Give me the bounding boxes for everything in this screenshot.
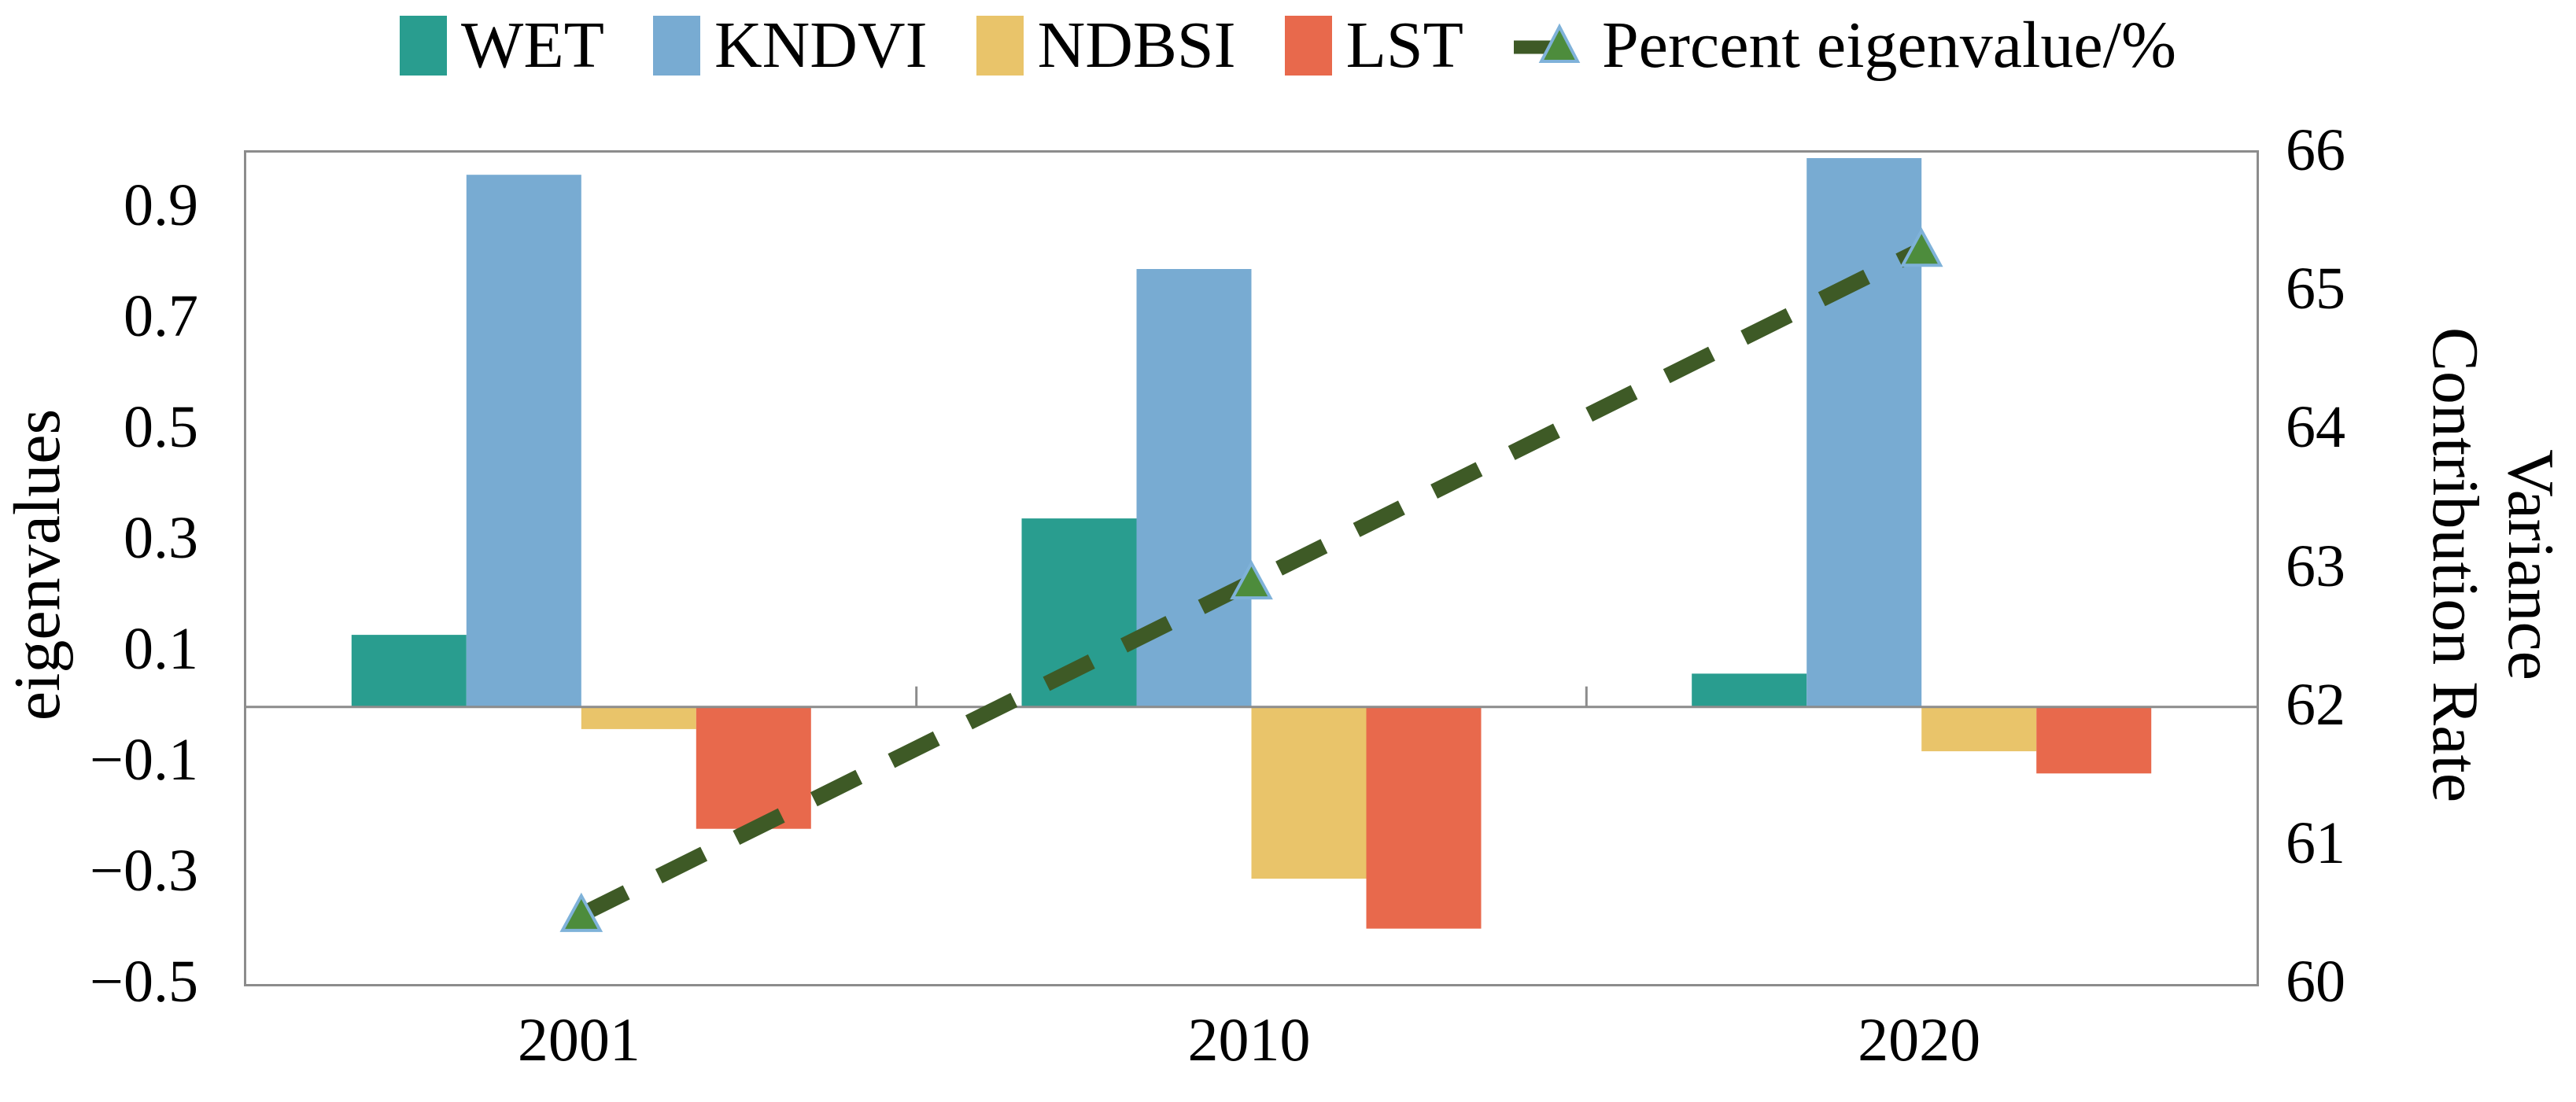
left-tick-label: −0.5 [90,949,198,1015]
bar-ndbsi-2010 [1251,706,1367,879]
bar-kndvi-2010 [1136,269,1252,707]
right-tick-label: 65 [2286,256,2345,322]
legend-label: NDBSI [1037,9,1236,82]
bar-kndvi-2020 [1807,158,1922,707]
legend-item-lst: LST [1284,9,1463,82]
bar-ndbsi-2001 [581,706,696,729]
left-tick-label: 0.3 [124,505,198,572]
left-tick-label: 0.7 [124,283,198,350]
bar-kndvi-2001 [466,175,581,707]
x-tick-label: 2020 [1858,1005,1981,1074]
legend-label: LST [1345,9,1463,82]
right-tick-label: 63 [2286,533,2345,599]
plot-canvas [246,158,2257,932]
legend-item-ndbsi: NDBSI [976,13,1236,79]
legend-label: KNDVI [714,9,928,82]
left-tick-label: 0.9 [124,172,198,239]
right-tick-label: 66 [2286,117,2345,183]
right-tick-label: 60 [2286,949,2345,1015]
left-tick-label: −0.3 [90,838,198,905]
legend-label: Percent eigenvalue/% [1601,9,2176,82]
legend-swatch-icon [652,16,700,76]
x-tick-label: 2001 [517,1005,640,1074]
left-tick-label: 0.5 [124,394,198,461]
left-tick-label: 0.1 [124,616,198,683]
bar-lst-2001 [696,706,811,829]
triangle-marker-2020 [1899,227,1943,267]
legend-label: WET [461,9,604,82]
percent-eigenvalue-line [578,242,1925,922]
dash-triangle-icon [1513,23,1581,63]
legend-item-percent-eigenvalue: Percent eigenvalue/% [1512,13,2176,79]
right-tick-label: 61 [2286,809,2345,876]
legend-item-wet: WET [400,13,604,79]
left-tick-label: −0.1 [90,727,198,794]
legend: WET KNDVI NDBSI LST Percent eigenvalue/% [0,5,2576,87]
bar-ndbsi-2020 [1921,706,2037,752]
legend-item-kndvi: KNDVI [652,9,928,82]
legend-swatch-icon [976,16,1024,76]
bar-lst-2010 [1366,706,1482,929]
plot-area [244,150,2259,986]
triangle-marker-2010 [1230,559,1273,600]
bar-lst-2020 [2036,706,2152,774]
x-tick-label: 2010 [1187,1005,1311,1074]
right-tick-label: 62 [2286,671,2345,738]
bar-wet-2001 [351,635,467,707]
legend-swatch-icon [400,16,448,76]
triangle-marker-2001 [559,892,603,932]
bar-wet-2020 [1692,673,1807,707]
right-tick-label: 64 [2286,394,2345,461]
bar-wet-2010 [1021,518,1137,707]
legend-swatch-icon [1284,16,1332,76]
